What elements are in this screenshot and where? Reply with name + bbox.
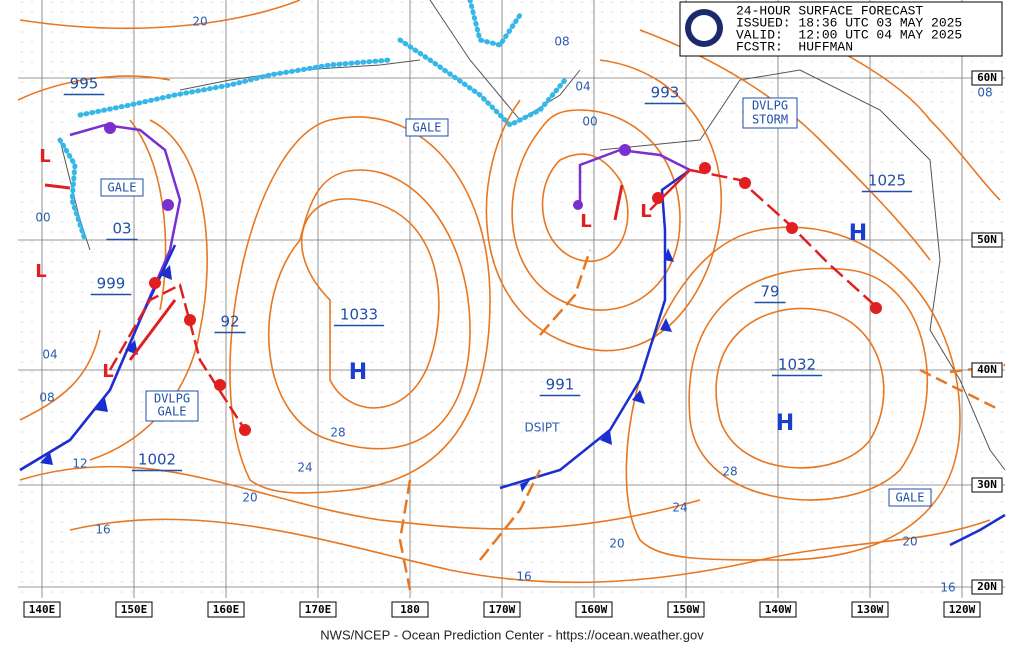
pressure-centers: H H H L L L L L xyxy=(35,146,867,436)
pressure-label: 995 xyxy=(70,75,99,93)
isobar-label: 00 xyxy=(35,211,50,225)
high-center: H xyxy=(349,360,367,385)
longitude-box xyxy=(207,601,245,618)
low-center: L xyxy=(640,201,651,222)
isobar-label: 08 xyxy=(977,86,992,100)
low-center: L xyxy=(102,361,113,382)
isobar-label: 08 xyxy=(554,35,569,49)
isobar-label: 12 xyxy=(72,457,87,471)
header-line: 24-HOUR SURFACE FORECAST xyxy=(736,3,923,18)
warning-label: STORM xyxy=(752,113,788,127)
longitude-box xyxy=(851,601,889,618)
longitude-label: 170W xyxy=(489,603,516,616)
isobar-label: 28 xyxy=(722,465,737,479)
longitude-box xyxy=(667,601,705,618)
warning-label: GALE xyxy=(108,181,137,195)
motion-arrow xyxy=(44,183,624,361)
header-line: VALID: 12:00 UTC 04 MAY 2025 xyxy=(736,27,962,42)
longitude-label: 170E xyxy=(305,603,332,616)
pressure-label: 03 xyxy=(112,220,131,238)
pressure-labels: 995 03 999 1002 92 1033 991 993 1025 79 … xyxy=(63,75,913,472)
warning-label: DVLPG xyxy=(154,392,190,406)
latitude-label: 60N xyxy=(977,71,997,84)
isobar-label: 08 xyxy=(39,391,54,405)
warning-label: GALE xyxy=(896,491,925,505)
isobar-label: 16 xyxy=(95,523,110,537)
latitude-label: 20N xyxy=(977,580,997,593)
latitude-box xyxy=(971,579,1003,595)
front-symbols xyxy=(40,122,882,492)
latitude-label: 30N xyxy=(977,478,997,491)
isobar-label: 04 xyxy=(575,80,590,94)
high-center: H xyxy=(776,411,794,436)
latitude-box xyxy=(971,70,1003,86)
pressure-label: 79 xyxy=(760,283,779,301)
longitude-label: 140W xyxy=(765,603,792,616)
longitude-labels: 140E 150E 160E 170E 180 170W 160W 150W 140W 130W 1… xyxy=(23,601,981,618)
low-center: L xyxy=(35,261,46,282)
isobar-label: 24 xyxy=(297,461,312,475)
isobar-label: 28 xyxy=(330,426,345,440)
footer: NWS/NCEP - Ocean Prediction Center - htt… xyxy=(320,627,704,642)
ice-edge xyxy=(57,0,568,243)
isobar-label: 20 xyxy=(902,535,917,549)
isobars xyxy=(17,0,1001,584)
isobar-labels: 20 08 04 00 00 04 08 12 16 20 24 28 16 2… xyxy=(35,15,992,595)
longitude-label: 160E xyxy=(213,603,240,616)
dissipating-label: DSIPT xyxy=(525,421,561,435)
longitude-label: 140E xyxy=(29,603,56,616)
longitude-box xyxy=(483,601,521,618)
longitude-label: 150E xyxy=(121,603,148,616)
isobar-label: 20 xyxy=(609,537,624,551)
pressure-label: 1033 xyxy=(340,306,378,324)
longitude-box xyxy=(299,601,337,618)
latitude-box xyxy=(971,232,1003,248)
longitude-box xyxy=(759,601,797,618)
pressure-label: 1032 xyxy=(778,356,816,374)
low-center: L xyxy=(39,146,50,167)
longitude-label: 160W xyxy=(581,603,608,616)
isobar-label: 24 xyxy=(672,501,687,515)
isobar-label: 00 xyxy=(582,115,597,129)
isobar-label: 20 xyxy=(192,15,207,29)
latitude-labels: 60N 50N 40N 30N 20N xyxy=(971,70,1003,595)
isobar-label: 04 xyxy=(42,348,57,362)
latitude-box xyxy=(971,362,1003,378)
longitude-box xyxy=(23,601,61,618)
longitude-box xyxy=(115,601,153,618)
header-box: 24-HOUR SURFACE FORECAST ISSUED: 18:36 U… xyxy=(679,1,1003,57)
isobar-label: 20 xyxy=(242,491,257,505)
low-center: L xyxy=(580,211,591,232)
latitude-label: 40N xyxy=(977,363,997,376)
pressure-label: 999 xyxy=(97,275,126,293)
pressure-label: 92 xyxy=(220,313,239,331)
warning-label: DVLPG xyxy=(752,99,788,113)
header-line: FCSTR: HUFFMAN xyxy=(736,39,853,54)
latitude-label: 50N xyxy=(977,233,997,246)
longitude-box xyxy=(575,601,613,618)
longitude-label: 150W xyxy=(673,603,700,616)
longitude-label: 130W xyxy=(857,603,884,616)
isobar-label: 16 xyxy=(940,581,955,595)
latitude-box xyxy=(971,477,1003,493)
warning-label: GALE xyxy=(413,121,442,135)
warning-label: GALE xyxy=(158,405,187,419)
pressure-label: 991 xyxy=(546,376,575,394)
longitude-box xyxy=(391,601,429,618)
longitude-box xyxy=(943,601,981,618)
high-center: H xyxy=(849,221,867,246)
pressure-label: 993 xyxy=(651,84,680,102)
header-line: ISSUED: 18:36 UTC 03 MAY 2025 xyxy=(736,15,962,30)
isobar-label: 16 xyxy=(516,570,531,584)
pressure-label: 1025 xyxy=(868,172,906,190)
longitude-label: 120W xyxy=(949,603,976,616)
pressure-label: 1002 xyxy=(138,451,176,469)
longitude-label: 180 xyxy=(400,603,420,616)
